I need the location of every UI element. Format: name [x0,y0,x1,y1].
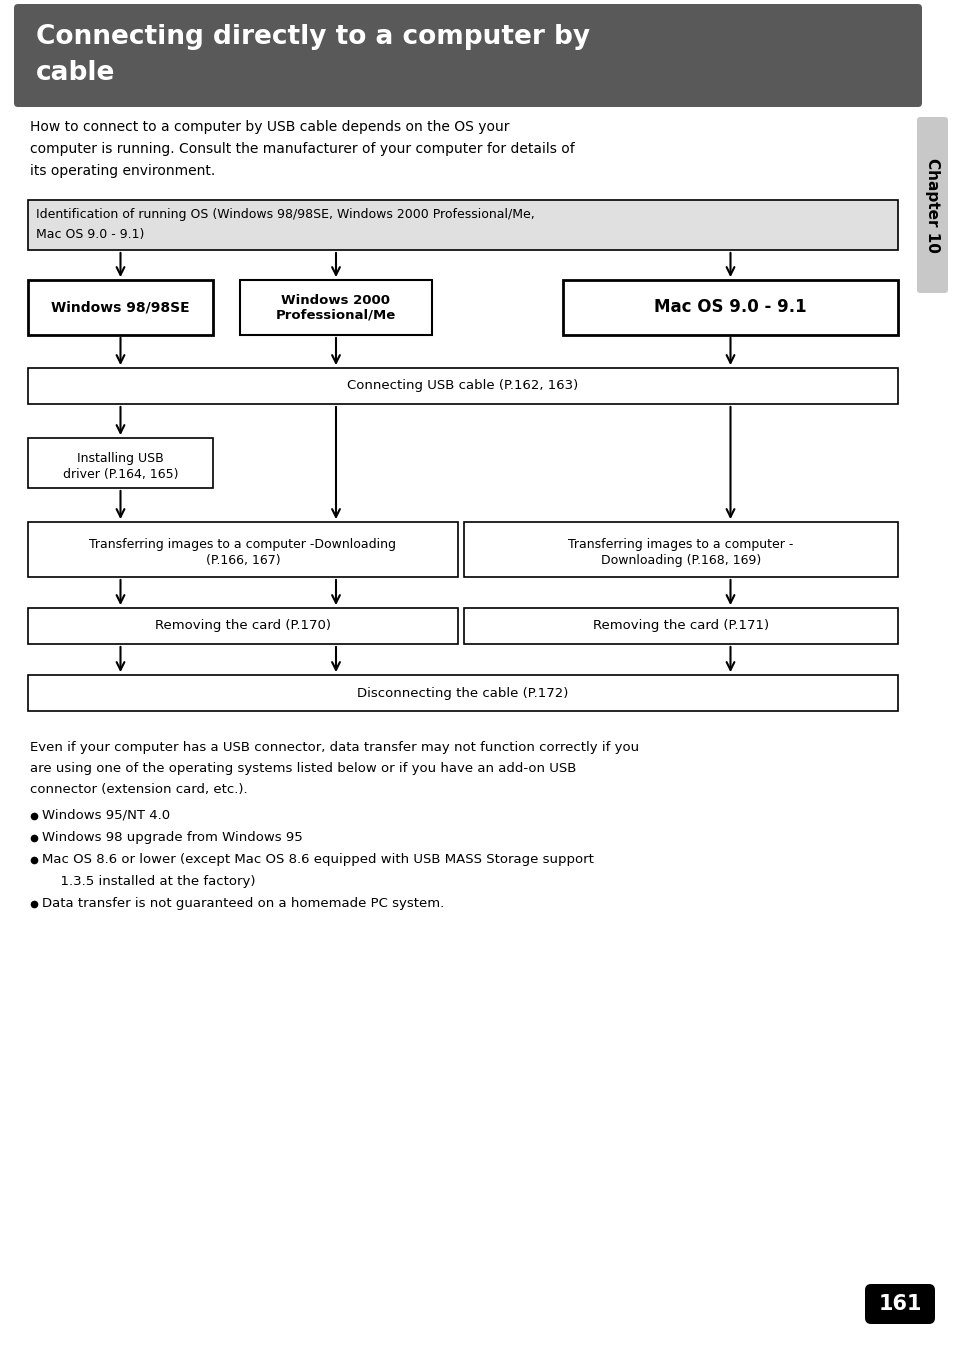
Text: its operating environment.: its operating environment. [30,164,215,178]
Text: Mac OS 9.0 - 9.1: Mac OS 9.0 - 9.1 [654,299,806,316]
Text: Windows 95/NT 4.0: Windows 95/NT 4.0 [42,809,170,822]
Text: Connecting USB cable (P.162, 163): Connecting USB cable (P.162, 163) [347,380,578,393]
Text: Connecting directly to a computer by: Connecting directly to a computer by [36,24,590,50]
Text: computer is running. Consult the manufacturer of your computer for details of: computer is running. Consult the manufac… [30,141,574,156]
Text: 1.3.5 installed at the factory): 1.3.5 installed at the factory) [52,875,255,888]
Text: Windows 98 upgrade from Windows 95: Windows 98 upgrade from Windows 95 [42,830,302,844]
Text: Disconnecting the cable (P.172): Disconnecting the cable (P.172) [357,686,568,700]
Bar [463,608,897,643]
FancyBboxPatch shape [916,117,947,293]
Text: 161: 161 [878,1294,921,1314]
Text: (P.166, 167): (P.166, 167) [206,555,280,567]
Bar [28,608,457,643]
FancyBboxPatch shape [14,4,921,106]
Bar [28,201,897,250]
Text: Windows 2000
Professional/Me: Windows 2000 Professional/Me [275,293,395,322]
Bar [463,522,897,577]
Text: Chapter 10: Chapter 10 [924,157,939,253]
Text: Even if your computer has a USB connector, data transfer may not function correc: Even if your computer has a USB connecto… [30,742,639,754]
FancyBboxPatch shape [864,1284,934,1324]
Bar [240,280,432,335]
Text: Data transfer is not guaranteed on a homemade PC system.: Data transfer is not guaranteed on a hom… [42,896,444,910]
Text: Mac OS 8.6 or lower (except Mac OS 8.6 equipped with USB MASS Storage support: Mac OS 8.6 or lower (except Mac OS 8.6 e… [42,853,594,865]
Text: Removing the card (P.170): Removing the card (P.170) [154,619,331,633]
Text: Mac OS 9.0 - 9.1): Mac OS 9.0 - 9.1) [36,227,144,241]
Text: Transferring images to a computer -: Transferring images to a computer - [568,538,793,551]
Text: Windows 98/98SE: Windows 98/98SE [51,300,190,315]
Text: driver (P.164, 165): driver (P.164, 165) [63,468,178,481]
Bar [28,367,897,404]
Bar [562,280,897,335]
Text: Removing the card (P.171): Removing the card (P.171) [593,619,768,633]
Bar [28,280,213,335]
Text: Identification of running OS (Windows 98/98SE, Windows 2000 Professional/Me,: Identification of running OS (Windows 98… [36,209,535,221]
Text: cable: cable [36,61,115,86]
Text: Transferring images to a computer -Downloading: Transferring images to a computer -Downl… [90,538,396,551]
Bar [28,437,213,489]
Text: Downloading (P.168, 169): Downloading (P.168, 169) [600,555,760,567]
Text: How to connect to a computer by USB cable depends on the OS your: How to connect to a computer by USB cabl… [30,120,509,135]
Bar [28,522,457,577]
Text: connector (extension card, etc.).: connector (extension card, etc.). [30,783,248,795]
Bar [28,674,897,711]
Text: are using one of the operating systems listed below or if you have an add-on USB: are using one of the operating systems l… [30,762,576,775]
Text: Installing USB: Installing USB [77,452,164,464]
